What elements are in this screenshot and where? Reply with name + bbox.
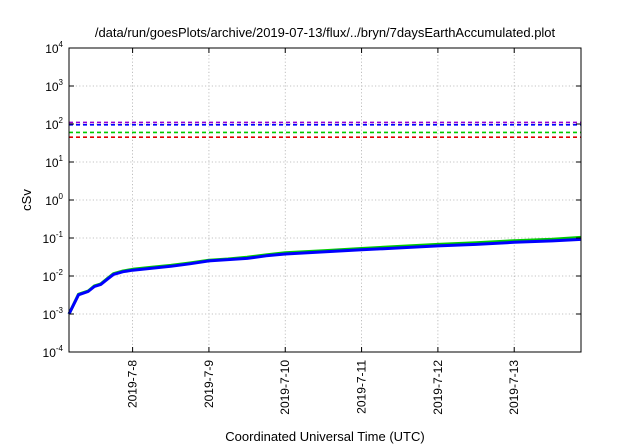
y-tick-label: 103 — [45, 78, 63, 94]
x-axis-label: Coordinated Universal Time (UTC) — [225, 429, 424, 444]
y-tick-label: 10-2 — [43, 268, 64, 284]
x-tick-label: 2019-7-12 — [431, 360, 445, 415]
y-tick-label: 10-4 — [43, 344, 64, 360]
y-tick-label: 100 — [45, 192, 63, 208]
grid — [69, 48, 581, 352]
x-tick-label: 2019-7-9 — [202, 360, 216, 408]
axis-ticks — [69, 47, 581, 353]
x-tick-labels: 2019-7-8 2019-7-9 2019-7-10 2019-7-11 2019-7… — [126, 360, 522, 415]
y-tick-labels: 10-4 10-3 10-2 10-1 100 101 102 103 104 — [43, 40, 64, 360]
y-tick-label: 101 — [45, 154, 63, 170]
series-line — [67, 237, 582, 315]
series-lines — [67, 235, 582, 315]
reference-lines — [69, 121, 581, 138]
x-tick-label: 2019-7-13 — [507, 360, 521, 415]
y-tick-label: 104 — [45, 40, 63, 56]
y-tick-label: 10-3 — [43, 306, 64, 322]
x-tick-label: 2019-7-8 — [126, 360, 140, 408]
y-tick-label: 10-1 — [43, 230, 64, 246]
y-axis-label: cSv — [19, 189, 34, 211]
x-tick-label: 2019-7-10 — [278, 360, 292, 415]
x-tick-label: 2019-7-11 — [355, 360, 369, 414]
chart-title: /data/run/goesPlots/archive/2019-07-13/f… — [95, 25, 556, 40]
y-tick-label: 102 — [45, 116, 63, 132]
